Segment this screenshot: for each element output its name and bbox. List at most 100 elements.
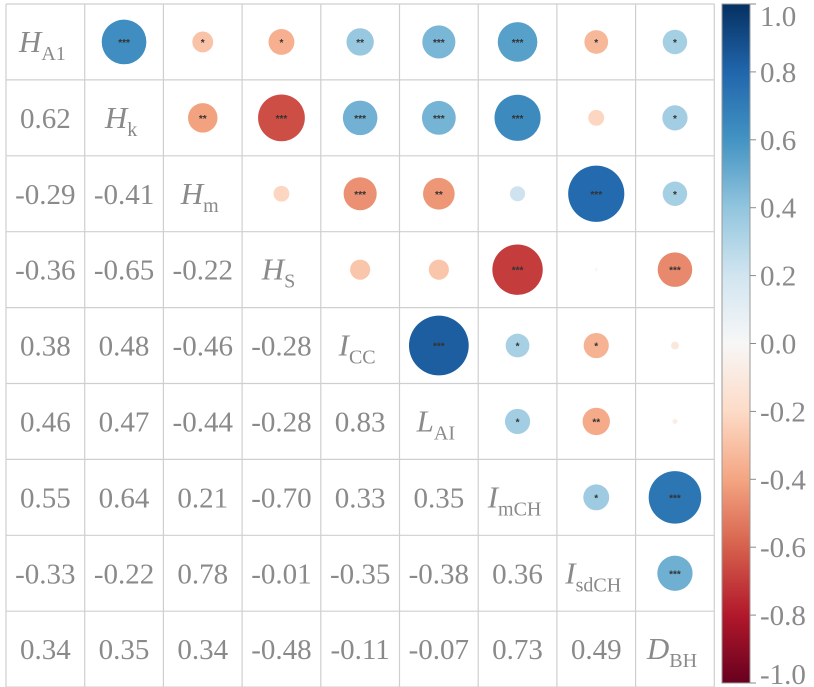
correlation-value: -0.36 bbox=[15, 255, 75, 287]
correlation-value: -0.41 bbox=[94, 179, 154, 211]
matrix-grid bbox=[5, 3, 715, 687]
variable-label: Hm bbox=[180, 176, 219, 217]
correlation-circle bbox=[568, 165, 625, 222]
colorbar-tick-label: 0.8 bbox=[760, 57, 796, 89]
correlation-circle bbox=[422, 25, 456, 59]
correlation-value: -0.48 bbox=[251, 634, 311, 666]
correlation-value: 0.55 bbox=[20, 482, 71, 514]
variable-label-sub: mCH bbox=[498, 498, 541, 520]
correlation-circle bbox=[509, 186, 526, 202]
variable-label-main: H bbox=[180, 176, 205, 211]
correlation-circle bbox=[584, 30, 609, 54]
correlation-value: 0.83 bbox=[335, 406, 386, 438]
variable-label: ImCH bbox=[487, 479, 542, 520]
significance-mark: ** bbox=[199, 114, 207, 125]
correlation-circle bbox=[268, 28, 295, 55]
correlation-value: -0.28 bbox=[251, 406, 311, 438]
significance-mark: *** bbox=[354, 114, 366, 125]
correlation-circle bbox=[582, 407, 610, 436]
correlation-circle bbox=[343, 177, 377, 211]
colorbar-tick-label: 0.6 bbox=[760, 125, 796, 157]
variable-label: LAI bbox=[416, 403, 455, 444]
variable-label: IsdCH bbox=[564, 555, 621, 596]
variable-label-main: H bbox=[104, 100, 129, 135]
variable-label-sub: S bbox=[284, 271, 295, 293]
significance-mark: * bbox=[279, 38, 283, 49]
correlation-value: 0.34 bbox=[177, 634, 228, 666]
correlation-value: -0.22 bbox=[173, 255, 233, 287]
correlation-value: -0.33 bbox=[15, 558, 75, 590]
colorbar-tick-label: -0.4 bbox=[760, 464, 806, 496]
significance-mark: * bbox=[673, 190, 677, 201]
colorbar-tick-label: 1.0 bbox=[760, 1, 796, 33]
significance-mark: * bbox=[516, 417, 520, 428]
colorbar-tick-label: -0.2 bbox=[760, 396, 806, 428]
correlation-circle bbox=[350, 259, 371, 280]
correlation-value: -0.07 bbox=[409, 634, 469, 666]
correlation-value: 0.34 bbox=[20, 634, 71, 666]
colorbar-tick-label: 0.0 bbox=[760, 329, 796, 361]
correlation-value: -0.44 bbox=[173, 406, 234, 438]
correlation-circle bbox=[192, 31, 214, 53]
correlation-circle bbox=[662, 105, 688, 131]
variable-label-main: D bbox=[646, 631, 669, 666]
significance-mark: *** bbox=[512, 266, 524, 277]
colorbar-tick-label: 0.2 bbox=[760, 261, 796, 293]
correlation-circle bbox=[505, 333, 530, 358]
correlation-value: 0.33 bbox=[335, 482, 386, 514]
correlation-circle bbox=[672, 418, 678, 424]
significance-mark: ** bbox=[356, 38, 364, 49]
correlation-value: 0.35 bbox=[99, 634, 150, 666]
correlation-value: 0.73 bbox=[492, 634, 543, 666]
significance-mark: ** bbox=[435, 190, 443, 201]
significance-mark: ** bbox=[592, 417, 600, 428]
variable-label-main: L bbox=[416, 403, 434, 438]
correlation-circle bbox=[497, 22, 538, 62]
significance-mark: * bbox=[594, 493, 598, 504]
correlation-value: 0.21 bbox=[177, 482, 228, 514]
significance-mark: * bbox=[516, 342, 520, 353]
correlation-circle bbox=[428, 259, 449, 280]
correlation-circle bbox=[504, 408, 531, 435]
correlation-circle bbox=[662, 181, 688, 206]
correlation-value: 0.62 bbox=[20, 103, 71, 135]
correlation-circle bbox=[101, 19, 147, 65]
correlation-circle bbox=[662, 29, 688, 55]
correlation-value: -0.70 bbox=[251, 482, 311, 514]
variable-label-sub: BH bbox=[669, 650, 697, 672]
correlation-circle bbox=[670, 341, 679, 350]
variable-label-main: I bbox=[338, 328, 351, 363]
variable-label: ICC bbox=[338, 328, 376, 369]
variable-label: Hk bbox=[104, 100, 137, 141]
significance-mark: * bbox=[673, 38, 677, 49]
correlation-value: 0.48 bbox=[99, 331, 150, 363]
correlation-circle bbox=[273, 185, 290, 202]
correlation-circle bbox=[583, 484, 610, 511]
colorbar-tick-label: -1.0 bbox=[760, 659, 806, 687]
variable-label-sub: CC bbox=[349, 347, 376, 369]
colorbar-tick-label: -0.8 bbox=[760, 600, 806, 632]
variable-label-main: I bbox=[487, 479, 500, 514]
correlation-value: -0.29 bbox=[15, 179, 75, 211]
significance-mark: *** bbox=[669, 569, 681, 580]
variable-label-sub: k bbox=[127, 119, 137, 141]
colorbar-gradient bbox=[721, 3, 751, 684]
correlation-value: 0.46 bbox=[20, 406, 71, 438]
significance-mark: *** bbox=[276, 114, 288, 125]
correlation-value: -0.65 bbox=[94, 255, 154, 287]
correlation-circle bbox=[594, 268, 598, 272]
significance-mark: *** bbox=[433, 38, 445, 49]
variable-label: HS bbox=[261, 252, 296, 293]
significance-mark: *** bbox=[669, 266, 681, 277]
correlation-value: -0.35 bbox=[330, 558, 390, 590]
colorbar: 1.0 0.8 0.6 0.4 0.2 0.0 -0.2 -0.4 -0.6 -0.8 -1.0 bbox=[721, 1, 806, 687]
correlation-circle bbox=[342, 100, 378, 136]
correlation-value: 0.64 bbox=[99, 482, 150, 514]
significance-mark: * bbox=[594, 342, 598, 353]
significance-mark: *** bbox=[354, 190, 366, 201]
correlation-value: -0.01 bbox=[251, 558, 311, 590]
significance-mark: *** bbox=[590, 190, 602, 201]
variable-label-main: I bbox=[564, 555, 577, 590]
correlation-circle bbox=[583, 332, 609, 359]
correlation-circle bbox=[588, 109, 605, 126]
